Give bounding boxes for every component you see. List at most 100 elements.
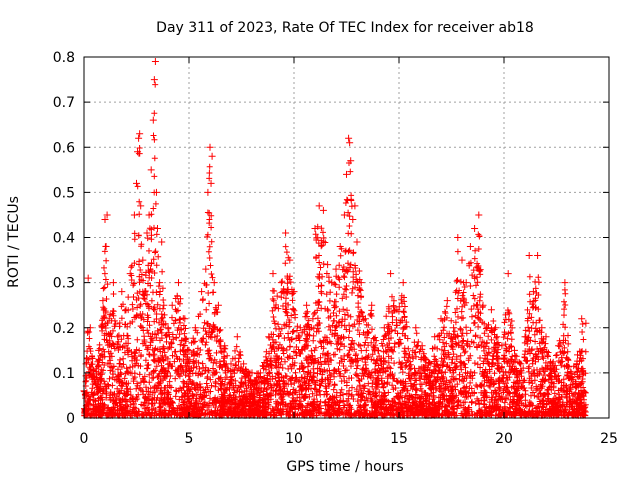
roti-point-cloud bbox=[81, 81, 589, 419]
data-point bbox=[296, 324, 304, 332]
data-point bbox=[282, 229, 290, 237]
data-point bbox=[240, 360, 248, 368]
y-tick-label: 0.4 bbox=[53, 231, 75, 247]
data-point bbox=[91, 378, 98, 386]
data-point bbox=[574, 351, 581, 359]
data-point bbox=[84, 274, 92, 282]
data-point bbox=[160, 301, 168, 309]
data-point bbox=[380, 324, 388, 332]
data-point bbox=[269, 270, 277, 278]
data-point bbox=[374, 346, 382, 354]
data-point bbox=[181, 315, 189, 323]
data-point bbox=[483, 324, 491, 332]
data-point bbox=[336, 243, 344, 251]
data-point bbox=[137, 202, 145, 210]
data-point bbox=[102, 243, 110, 251]
data-point bbox=[578, 315, 586, 323]
data-point bbox=[424, 360, 432, 368]
data-point bbox=[150, 76, 158, 84]
data-point bbox=[538, 324, 546, 332]
data-point bbox=[151, 58, 159, 66]
data-point bbox=[462, 279, 470, 287]
y-axis-label: ROTI / TECUs bbox=[6, 196, 22, 288]
data-point bbox=[118, 288, 126, 296]
chart-title: Day 311 of 2023, Rate Of TEC Index for r… bbox=[156, 20, 534, 36]
data-point bbox=[361, 315, 369, 323]
data-point bbox=[406, 351, 413, 359]
data-point bbox=[319, 206, 327, 214]
data-point bbox=[368, 301, 376, 309]
data-point bbox=[315, 202, 323, 210]
data-point bbox=[103, 211, 111, 219]
data-point bbox=[479, 301, 487, 309]
data-point bbox=[145, 211, 153, 219]
data-point bbox=[324, 261, 332, 269]
data-point bbox=[248, 369, 256, 377]
data-point bbox=[311, 224, 319, 232]
x-tick-label: 20 bbox=[495, 431, 513, 447]
y-tick-label: 0.6 bbox=[53, 140, 75, 156]
data-point bbox=[511, 346, 518, 354]
data-point bbox=[471, 224, 479, 232]
data-point bbox=[387, 270, 395, 278]
data-point bbox=[309, 315, 317, 323]
data-point bbox=[412, 324, 420, 332]
data-point bbox=[143, 229, 151, 237]
data-point bbox=[492, 324, 500, 332]
data-point bbox=[191, 324, 199, 332]
data-point bbox=[233, 333, 241, 341]
data-point bbox=[443, 297, 451, 305]
y-tick-label: 0.2 bbox=[53, 321, 75, 337]
data-point bbox=[273, 292, 281, 300]
data-point bbox=[561, 279, 569, 287]
data-point bbox=[134, 148, 142, 156]
data-point bbox=[466, 243, 474, 251]
data-point bbox=[147, 166, 155, 174]
data-point bbox=[185, 346, 193, 354]
data-point bbox=[114, 333, 122, 341]
data-point bbox=[221, 342, 229, 350]
data-point bbox=[475, 211, 483, 219]
data-point bbox=[504, 270, 512, 278]
y-tick-label: 0 bbox=[66, 411, 75, 427]
data-point bbox=[349, 215, 357, 223]
data-point bbox=[340, 211, 348, 219]
y-tick-label: 0.3 bbox=[53, 276, 75, 292]
data-point bbox=[582, 319, 590, 327]
data-point bbox=[487, 306, 495, 314]
data-point bbox=[517, 360, 525, 368]
data-point bbox=[141, 288, 149, 296]
data-point bbox=[521, 333, 529, 341]
data-point bbox=[139, 256, 147, 264]
data-point bbox=[168, 301, 176, 309]
x-tick-label: 5 bbox=[185, 431, 194, 447]
data-point bbox=[122, 306, 130, 314]
data-point bbox=[204, 188, 212, 196]
data-point bbox=[353, 238, 361, 246]
data-point bbox=[534, 252, 542, 260]
data-point bbox=[437, 315, 445, 323]
data-point bbox=[458, 256, 466, 264]
data-point bbox=[525, 252, 533, 260]
y-tick-label: 0.7 bbox=[53, 95, 75, 111]
data-point bbox=[210, 279, 218, 287]
data-point bbox=[328, 279, 336, 287]
data-point bbox=[542, 333, 550, 341]
x-axis-label: GPS time / hours bbox=[286, 459, 403, 475]
roti-cloud-marks bbox=[81, 81, 589, 419]
data-point bbox=[214, 301, 222, 309]
data-point bbox=[454, 234, 462, 241]
data-point bbox=[265, 333, 273, 341]
data-point bbox=[95, 346, 103, 354]
data-point bbox=[227, 360, 235, 368]
data-point bbox=[346, 139, 354, 147]
data-point bbox=[555, 342, 563, 350]
data-point bbox=[277, 279, 285, 287]
data-point bbox=[135, 134, 143, 142]
data-point bbox=[345, 134, 353, 142]
data-point bbox=[156, 279, 164, 287]
data-point bbox=[343, 170, 350, 178]
data-point bbox=[357, 279, 365, 287]
data-point bbox=[105, 315, 113, 323]
